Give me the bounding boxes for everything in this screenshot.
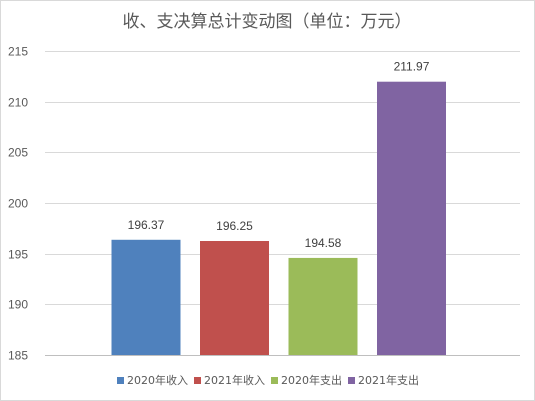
chart-title: 收、支决算总计变动图（单位：万元）	[123, 12, 412, 32]
y-axis-ticks: 185 190 195 200 205 210 215	[8, 45, 28, 363]
legend-swatch	[194, 377, 201, 384]
data-label: 194.58	[305, 236, 342, 250]
bar-3	[288, 257, 358, 355]
data-label: 196.37	[128, 218, 165, 232]
legend-swatch	[348, 377, 355, 384]
legend-swatch	[271, 377, 278, 384]
legend-label: 2020年支出	[281, 373, 342, 387]
legend-label: 2020年收入	[127, 373, 188, 387]
bar-2	[200, 241, 269, 355]
data-label: 211.97	[394, 60, 430, 74]
y-tick-label: 205	[8, 146, 28, 160]
legend-label: 2021年收入	[204, 373, 265, 387]
y-tick-label: 210	[8, 96, 28, 110]
bar-1	[111, 239, 181, 355]
data-label: 196.25	[216, 219, 253, 233]
legend-swatch	[117, 377, 124, 384]
legend-label: 2021年支出	[358, 373, 419, 387]
bars	[111, 81, 446, 355]
legend: 2020年收入 2021年收入 2020年支出 2021年支出	[117, 373, 419, 387]
y-tick-label: 215	[8, 45, 28, 59]
bar-4	[377, 81, 446, 355]
y-tick-label: 195	[8, 248, 28, 262]
y-tick-label: 185	[8, 349, 28, 363]
data-labels: 196.37 196.25 194.58 211.97	[128, 60, 430, 250]
y-tick-label: 200	[8, 197, 28, 211]
y-tick-label: 190	[8, 298, 28, 312]
